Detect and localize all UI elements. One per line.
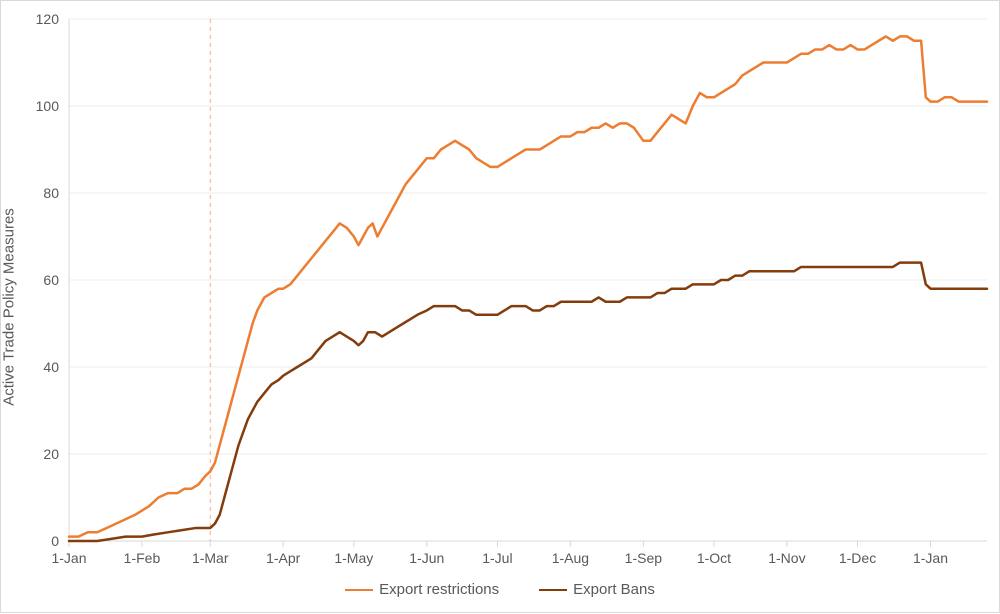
chart-svg: 0 20 40 60 80 100 120 1-Jan 1-Feb 1-Mar 1-Apr 1-May… — [1, 1, 1000, 614]
svg-text:1-Jan: 1-Jan — [51, 550, 86, 566]
svg-text:1-Aug: 1-Aug — [552, 550, 589, 566]
svg-text:0: 0 — [51, 533, 59, 549]
y-axis-title: Active Trade Policy Measures — [1, 208, 18, 406]
legend-label-0: Export restrictions — [379, 581, 499, 598]
legend: Export restrictions Export Bans — [1, 581, 999, 598]
legend-swatch-0 — [345, 589, 373, 591]
svg-text:1-May: 1-May — [334, 550, 373, 566]
svg-text:1-Nov: 1-Nov — [768, 550, 805, 566]
svg-text:1-Jan: 1-Jan — [913, 550, 948, 566]
svg-text:20: 20 — [43, 446, 59, 462]
svg-text:1-Jul: 1-Jul — [482, 550, 512, 566]
svg-text:120: 120 — [36, 11, 60, 27]
svg-text:80: 80 — [43, 185, 59, 201]
legend-item-export-bans: Export Bans — [539, 581, 655, 598]
legend-item-export-restrictions: Export restrictions — [345, 581, 499, 598]
legend-label-1: Export Bans — [573, 581, 655, 598]
svg-text:1-Apr: 1-Apr — [266, 550, 301, 566]
svg-text:60: 60 — [43, 272, 59, 288]
line-chart: Active Trade Policy Measures 0 20 40 60 80 10… — [0, 0, 1000, 613]
svg-text:1-Mar: 1-Mar — [192, 550, 229, 566]
legend-swatch-1 — [539, 589, 567, 591]
svg-text:1-Sep: 1-Sep — [625, 550, 663, 566]
svg-text:1-Oct: 1-Oct — [697, 550, 731, 566]
svg-text:1-Feb: 1-Feb — [124, 550, 161, 566]
svg-text:1-Dec: 1-Dec — [839, 550, 876, 566]
svg-text:40: 40 — [43, 359, 59, 375]
svg-text:100: 100 — [36, 98, 60, 114]
svg-text:1-Jun: 1-Jun — [409, 550, 444, 566]
